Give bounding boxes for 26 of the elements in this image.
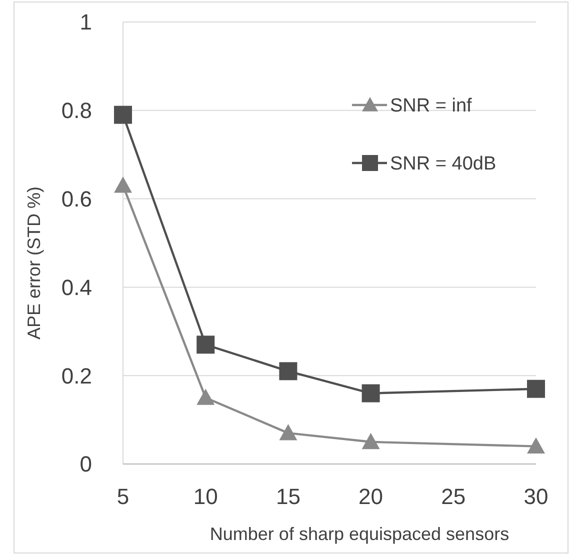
point [362,432,380,450]
point [196,336,215,354]
y-tick-label: 0.4 [61,274,92,300]
y-tick-label: 1 [80,10,92,35]
y-tick-label: 0.8 [61,98,92,124]
x-axis-title: Number of sharp equispaced sensors [210,524,510,544]
legend-label: SNR = inf [390,96,473,117]
x-tick-label: 30 [524,484,548,509]
point [527,380,545,398]
y-tick-label: 0.2 [61,363,92,388]
legend-label: SNR = 40dB [390,154,496,175]
y-tick-label: 0 [80,452,92,477]
y-tick-label: 0.6 [61,186,92,212]
point [196,388,215,405]
x-tick-label: 15 [276,484,300,509]
point [279,362,298,380]
x-tick-label: 5 [116,484,130,509]
x-tick-label: 10 [193,484,218,509]
point [362,384,380,402]
point [527,437,545,454]
point [279,424,298,440]
point [114,176,132,193]
x-tick-label: 20 [358,484,384,509]
y-axis-title: APE error (STD %) [24,186,44,340]
x-tick-label: 25 [441,484,466,509]
point [114,106,132,124]
